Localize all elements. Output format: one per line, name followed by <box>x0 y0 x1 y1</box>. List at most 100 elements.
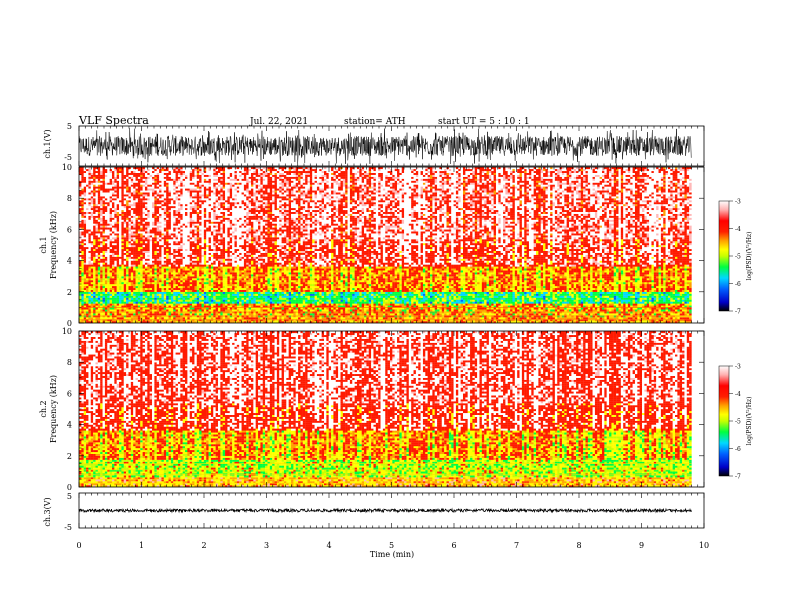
spectrogram-cell <box>368 289 372 292</box>
spectrogram-cell <box>340 303 343 306</box>
spectrogram-cell <box>382 307 386 310</box>
spectrogram-cell <box>250 317 254 320</box>
spectrogram-cell <box>152 301 155 304</box>
spectrogram-cell <box>670 291 673 294</box>
spectrogram-cell <box>382 285 386 289</box>
spectrogram-cell <box>597 301 600 304</box>
spectrogram-cell <box>411 307 414 310</box>
spectrogram-cell <box>286 299 289 302</box>
spectrogram-cell <box>168 317 172 320</box>
spectrogram-cell <box>679 309 683 312</box>
spectrogram-cell <box>583 305 586 308</box>
spectrogram-cell <box>147 284 150 287</box>
spectrogram-cell <box>300 303 303 306</box>
spectrogram-cell <box>347 303 351 306</box>
spectrogram-cell <box>472 297 475 300</box>
spectrogram-cell <box>279 293 282 296</box>
spectrogram-cell <box>217 321 221 324</box>
spectrogram-cell <box>592 287 596 290</box>
spectrogram-cell <box>111 284 115 287</box>
spectrogram-cell <box>566 321 570 324</box>
spectrogram-cell <box>430 293 433 296</box>
spectrogram-cell <box>107 287 110 290</box>
spectrogram-cell <box>229 309 233 312</box>
spectrogram-cell <box>225 291 228 294</box>
spectrogram-cell <box>389 305 393 308</box>
spectrogram-cell <box>154 317 157 320</box>
spectrogram-cell <box>361 291 365 294</box>
spectrogram-cell <box>93 301 96 304</box>
spectrogram-cell <box>587 301 591 304</box>
spectrogram-cell <box>331 287 334 290</box>
spectrogram-cell <box>569 305 572 308</box>
spectrogram-cell <box>180 305 183 308</box>
spectrogram-cell <box>90 295 94 298</box>
spectrogram-cell <box>528 301 532 304</box>
spectrogram-cell <box>173 291 176 294</box>
spectrogram-cell <box>644 305 647 308</box>
spectrogram-cell <box>536 313 539 316</box>
spectrogram-cell <box>182 309 186 312</box>
spectrogram-cell <box>333 301 336 304</box>
spectrogram-cell <box>342 301 346 304</box>
spectrogram-cell <box>130 313 134 316</box>
spectrogram-cell <box>201 301 205 304</box>
spectrogram-cell <box>107 301 110 304</box>
spectrogram-cell <box>493 287 497 290</box>
spectrogram-cell <box>307 295 311 298</box>
spectrogram-cell <box>625 309 629 312</box>
spectrogram-cell <box>321 305 325 308</box>
spectrogram-cell <box>408 289 412 292</box>
spectrogram-cell <box>260 303 263 306</box>
spectrogram-cell <box>220 321 223 324</box>
spectrogram-cell <box>462 299 466 302</box>
spectrogram-cell <box>559 321 563 324</box>
spectrogram-cell <box>86 305 89 308</box>
spectrogram-cell <box>380 305 384 308</box>
spectrogram-cell <box>517 303 520 306</box>
spectrogram-cell <box>401 299 405 302</box>
spectrogram-cell <box>156 287 160 290</box>
spectrogram-cell <box>590 317 593 320</box>
spectrogram-cell <box>258 295 261 298</box>
spectrogram-cell <box>95 321 98 324</box>
spectrogram-cell <box>528 293 532 296</box>
spectrogram-cell <box>616 305 619 308</box>
spectrogram-cell <box>196 293 200 296</box>
spectrogram-cell <box>689 297 692 300</box>
spectrogram-cell <box>453 289 457 292</box>
spectrogram-cell <box>246 301 249 304</box>
spectrogram-cell <box>684 293 687 296</box>
spectrogram-cell <box>585 301 588 304</box>
spectrogram-cell <box>481 321 485 324</box>
spectrogram-cell <box>222 305 226 308</box>
spectrogram-cell <box>319 305 322 308</box>
spectrogram-cell <box>333 307 336 310</box>
spectrogram-cell <box>286 297 289 300</box>
spectrogram-cell <box>281 295 285 298</box>
spectrogram-cell <box>109 295 113 298</box>
spectrogram-cell <box>465 309 468 312</box>
spectrogram-cell <box>177 317 181 320</box>
spectrogram-cell <box>547 317 551 320</box>
spectrogram-cell <box>331 309 334 312</box>
spectrogram-cell <box>422 289 426 292</box>
spectrogram-cell <box>630 299 633 302</box>
spectrogram-cell <box>88 285 91 289</box>
spectrogram-cell <box>601 313 605 316</box>
spectrogram-cell <box>576 287 579 290</box>
spectrogram-cell <box>467 309 471 312</box>
spectrogram-cell <box>594 305 598 308</box>
spectrogram-cell <box>269 295 273 298</box>
spectrogram-cell <box>481 305 485 308</box>
spectrogram-cell <box>293 297 296 300</box>
spectrogram-cell <box>147 309 150 312</box>
spectrogram-cell <box>274 297 278 300</box>
spectrogram-cell <box>667 303 671 306</box>
spectrogram-cell <box>441 317 445 320</box>
spectrogram-cell <box>312 305 315 308</box>
spectrogram-cell <box>550 293 553 296</box>
spectrogram-cell <box>286 305 289 308</box>
spectrogram-cell <box>632 297 636 300</box>
spectrogram-cell <box>646 291 650 294</box>
